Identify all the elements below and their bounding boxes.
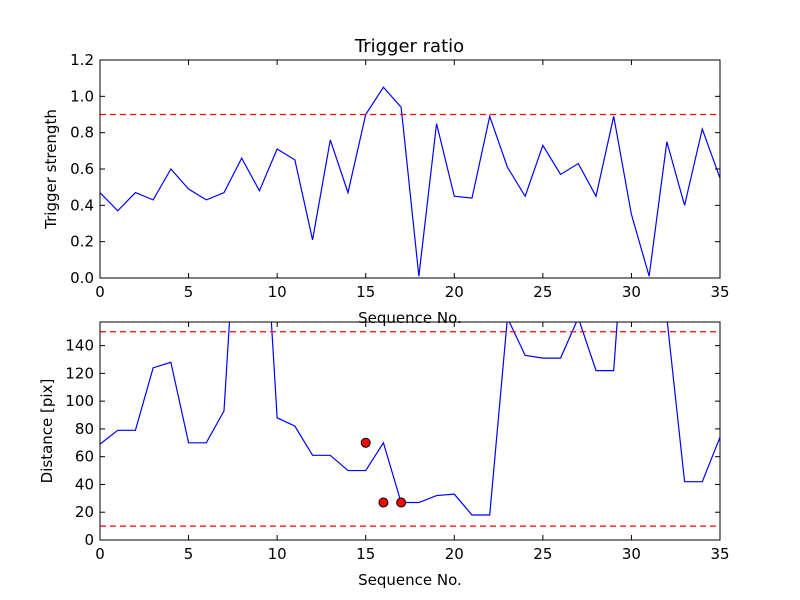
y-tick-label: 40 [75,475,94,493]
x-tick-label: 30 [622,283,641,301]
y-tick-label: 1.0 [70,87,94,105]
axes-frame [99,59,721,279]
y-tick-label: 0.8 [70,124,94,142]
x-tick-label: 5 [184,545,194,563]
highlight-point [378,497,389,508]
x-tick-label: 25 [533,545,552,563]
x-tick-label: 20 [445,283,464,301]
y-tick-label: 100 [65,392,94,410]
x-tick-label: 5 [184,283,194,301]
y-tick-label: 0.4 [70,196,94,214]
x-tick-label: 30 [622,545,641,563]
axes-frame [99,321,721,541]
x-tick-label: 0 [95,545,105,563]
y-tick-label: 1.2 [70,51,94,69]
plot-area: 0 5 10 15 20 25 30 35 0 20 40 60 80 100 120 140 [65,321,730,563]
y-tick-label: 0 [84,531,94,549]
highlight-point [396,497,407,508]
series-line-0 [100,322,720,516]
y-tick-label: 0.6 [70,160,94,178]
trigger-ratio-chart: Trigger ratio 0 5 10 15 20 25 30 35 0.0 0.2 0.4 0.… [42,36,730,327]
x-axis-label: Sequence No. [358,309,462,327]
x-tick-label: 15 [356,545,375,563]
x-tick-label: 10 [268,545,287,563]
x-tick-label: 25 [533,283,552,301]
y-tick-label: 0.0 [70,269,94,287]
y-tick-label: 0.2 [70,233,94,251]
x-tick-label: 10 [268,283,287,301]
y-tick-label: 80 [75,420,94,438]
y-tick-label: 20 [75,503,94,521]
x-tick-label: 0 [95,283,105,301]
plot-area: 0 5 10 15 20 25 30 35 0.0 0.2 0.4 0.6 0.8 1.0 1.2 [70,51,729,301]
x-tick-label: 15 [356,283,375,301]
y-axis-label: Trigger strength [42,109,60,230]
y-tick-label: 140 [65,337,94,355]
x-axis-label: Sequence No. [358,571,462,589]
distance-chart: 0 5 10 15 20 25 30 35 0 20 40 60 80 100 120 140 Sequen… [38,321,730,589]
y-axis-label: Distance [pix] [38,379,56,484]
x-tick-label: 20 [445,545,464,563]
highlight-point [360,437,371,448]
series-line-0 [100,86,720,277]
x-tick-label: 35 [710,283,729,301]
x-tick-label: 35 [710,545,729,563]
chart-title: Trigger ratio [354,36,464,57]
y-tick-label: 120 [65,364,94,382]
y-tick-label: 60 [75,448,94,466]
